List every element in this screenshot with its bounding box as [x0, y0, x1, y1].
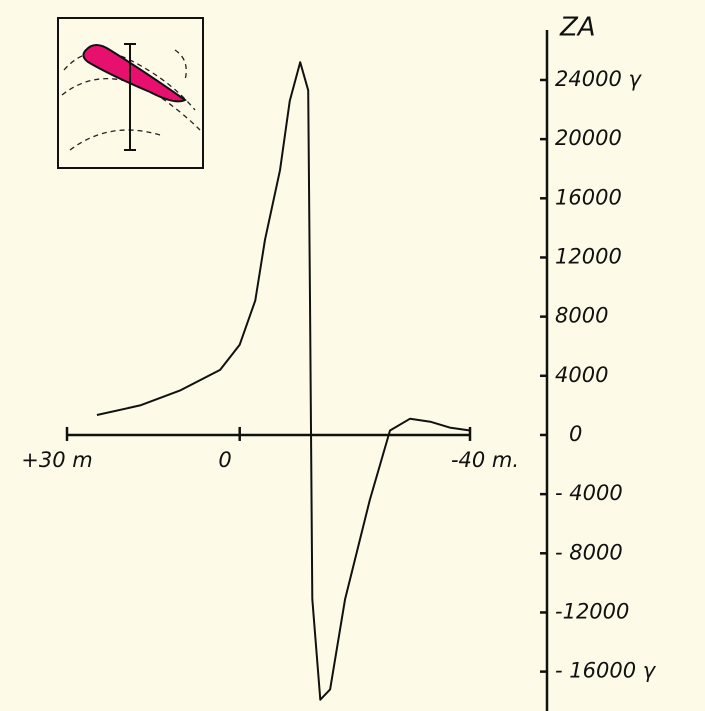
y-tick-label: 4000 [555, 363, 608, 387]
y-tick-label: 24000 γ [555, 67, 642, 91]
y-tick-label: 12000 [555, 244, 622, 268]
x-tick-label: 0 [218, 448, 231, 472]
y-axis-label: ZA [559, 13, 596, 43]
inset-map [57, 17, 204, 169]
y-tick-label: 20000 [555, 126, 622, 150]
x-tick-label: +30 m [21, 448, 92, 472]
data-line [96, 61, 471, 701]
y-tick-label: 0 [569, 422, 582, 446]
y-tick-label: -12000 [555, 599, 629, 623]
y-tick-label: - 8000 [555, 540, 623, 564]
y-tick-label: 8000 [555, 304, 608, 328]
y-tick-label: 16000 [555, 185, 622, 209]
x-tick-label: -40 m. [451, 448, 519, 472]
y-tick-label: - 4000 [555, 481, 623, 505]
y-tick-label: - 16000 γ [555, 659, 657, 683]
